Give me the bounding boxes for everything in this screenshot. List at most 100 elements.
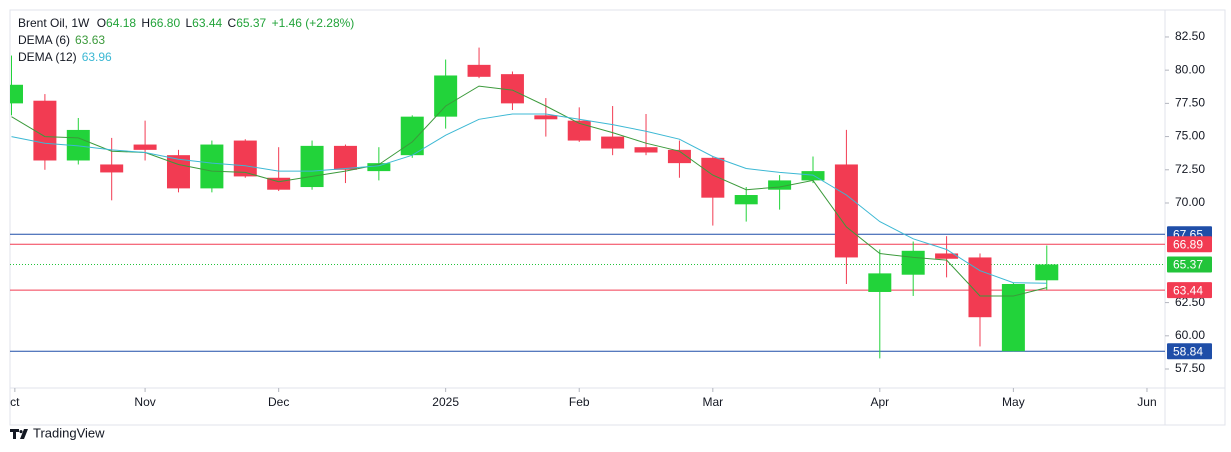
- price-label-bg: [1167, 256, 1212, 273]
- change: +1.46 (+2.28%): [272, 16, 355, 30]
- candle: [701, 156, 725, 226]
- candle: [667, 140, 691, 178]
- price-label: 63.44: [1173, 283, 1203, 297]
- legend-header: Brent Oil, 1W O64.18 H66.80 L63.44 C65.3…: [18, 16, 354, 30]
- candle: [166, 149, 190, 193]
- candle: [100, 137, 124, 201]
- ohlc-value: 66.80: [150, 16, 180, 30]
- y-tick-label: 80.00: [1175, 62, 1205, 76]
- y-tick-label: 77.50: [1175, 96, 1205, 110]
- price-label-bg: [1167, 282, 1212, 299]
- body: [233, 140, 257, 177]
- candle: [801, 156, 825, 184]
- body: [333, 145, 357, 170]
- candle: [901, 241, 925, 296]
- x-tick-label: Dec: [268, 395, 289, 409]
- symbol: Brent Oil, 1W: [18, 16, 90, 30]
- x-tick-label: May: [1002, 395, 1025, 409]
- candle: [133, 120, 157, 161]
- body: [834, 164, 858, 258]
- candle: [367, 147, 391, 181]
- price-label: 66.89: [1173, 237, 1203, 251]
- body: [1035, 264, 1059, 281]
- body: [100, 164, 124, 173]
- ohlc-value: 65.37: [236, 16, 266, 30]
- y-tick-label: 57.50: [1175, 361, 1205, 375]
- body: [300, 145, 324, 188]
- y-tick-label: 82.50: [1175, 29, 1205, 43]
- candle: [267, 147, 291, 192]
- plot-area: [10, 47, 1165, 359]
- body: [901, 250, 925, 275]
- body: [367, 163, 391, 172]
- x-tick-label: Apr: [870, 395, 889, 409]
- body: [500, 74, 524, 104]
- price-label-bg: [1167, 343, 1212, 360]
- ohlc-key: O: [97, 16, 106, 30]
- body: [200, 144, 224, 189]
- candle: [300, 140, 324, 190]
- body: [567, 120, 591, 141]
- ohlc-key: C: [228, 16, 237, 30]
- legend-name: DEMA (6): [18, 33, 70, 47]
- candle: [601, 106, 625, 156]
- x-tick-label: Mar: [702, 395, 723, 409]
- body: [868, 273, 892, 292]
- body: [801, 171, 825, 181]
- legend-value: 63.96: [82, 50, 112, 64]
- body: [534, 115, 558, 120]
- candle: [467, 47, 491, 79]
- brand-logo: [10, 429, 28, 439]
- candle: [968, 253, 992, 347]
- body: [434, 75, 458, 117]
- candle: [935, 236, 959, 278]
- body: [133, 144, 157, 150]
- x-tick-label: ct: [10, 395, 20, 409]
- candle: [333, 144, 357, 184]
- y-tick-label: 60.00: [1175, 328, 1205, 342]
- candle: [434, 59, 458, 129]
- ohlc-key: L: [185, 16, 192, 30]
- candle: [734, 187, 758, 222]
- x-tick-label: Jun: [1137, 395, 1156, 409]
- legend-entry: DEMA (6) 63.63: [18, 33, 105, 47]
- body: [701, 157, 725, 198]
- candle: [868, 249, 892, 359]
- candle: [500, 71, 524, 111]
- price-label: 58.84: [1173, 344, 1203, 358]
- y-tick-label: 75.00: [1175, 129, 1205, 143]
- candle: [1001, 282, 1025, 352]
- legend-value: 63.63: [75, 33, 105, 47]
- candle: [567, 107, 591, 142]
- candle: [834, 129, 858, 285]
- body: [33, 100, 57, 161]
- candle: [233, 139, 257, 178]
- candle: [33, 94, 57, 170]
- legend-name: DEMA (12): [18, 50, 77, 64]
- body: [400, 116, 424, 156]
- y-tick-label: 62.50: [1175, 295, 1205, 309]
- y-tick-label: 70.00: [1175, 195, 1205, 209]
- body: [667, 149, 691, 164]
- frame: [9, 9, 1226, 426]
- body: [1001, 284, 1025, 352]
- ohlc-value: 64.18: [106, 16, 136, 30]
- body: [768, 180, 792, 190]
- candle: [10, 55, 24, 116]
- body: [10, 84, 24, 104]
- dema-line: [11, 85, 1047, 297]
- x-tick-label: Nov: [134, 395, 155, 409]
- y-tick-label: 72.50: [1175, 162, 1205, 176]
- brand: TradingView: [33, 425, 105, 440]
- dema-line: [11, 113, 1047, 284]
- x-tick-label: Feb: [569, 395, 590, 409]
- candle: [768, 175, 792, 210]
- candle: [634, 113, 658, 156]
- body: [734, 195, 758, 205]
- axes: 57.50 60.00 62.50 70.00 72.50 75.00 77.50 80.00…: [10, 29, 1212, 409]
- legend-entry: DEMA (12) 63.96: [18, 50, 112, 64]
- price-label-bg: [1167, 236, 1212, 253]
- body: [634, 147, 658, 153]
- body: [166, 155, 190, 189]
